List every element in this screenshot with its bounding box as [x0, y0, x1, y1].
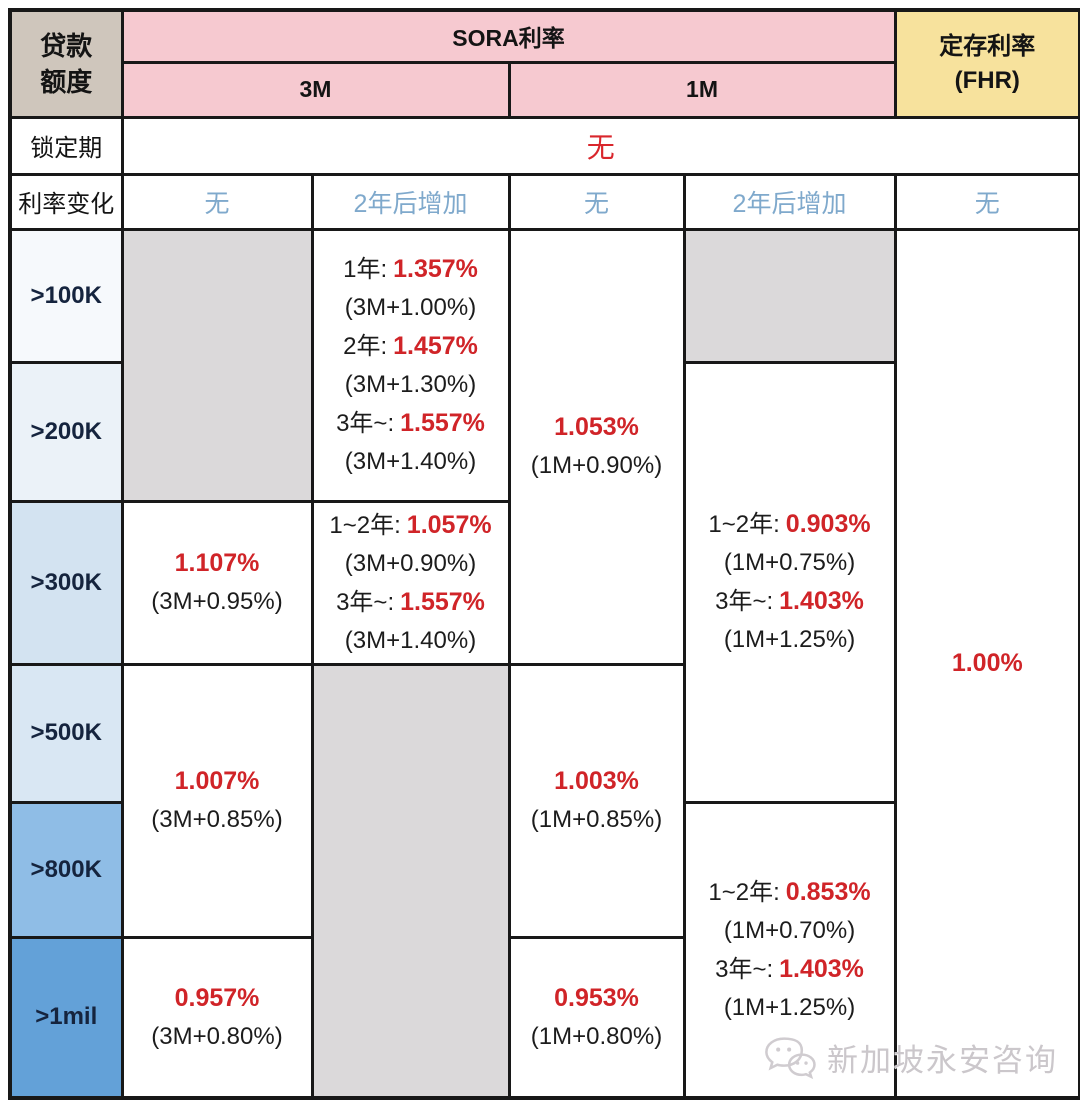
- cell-3m-fixed-300k: 1.107% (3M+0.95%): [120, 499, 314, 666]
- sora-3m-header: 3M: [120, 60, 511, 119]
- cell-1m-fixed-1mil: 0.953% (1M+0.80%): [507, 935, 686, 1100]
- loan-amount-line1: 贷款: [40, 30, 93, 61]
- loan-amount-header: 贷款 额度: [8, 8, 124, 119]
- fhr-header-line2: (FHR): [954, 66, 1020, 94]
- wechat-icon: [765, 1036, 816, 1079]
- sora-1m-header: 1M: [507, 60, 897, 119]
- lock-period-value: 无: [120, 115, 1080, 176]
- cell-3m-stepup-300k: 1~2年: 1.057% (3M+0.90%) 3年~: 1.557% (3M+1.…: [310, 499, 511, 666]
- cell-fhr-all-rows: 1.00%: [893, 227, 1080, 1100]
- cell-3m-fixed-500k-800k: 1.007% (3M+0.85%): [120, 662, 314, 939]
- watermark: 新加坡永安咨询: [763, 1035, 1058, 1080]
- rate-change-fhr-none: 无: [893, 172, 1080, 231]
- rate-change-1m-step-up: 2年后增加: [682, 172, 897, 231]
- row-label-800k: >800K: [8, 800, 124, 939]
- row-label-200k: >200K: [8, 360, 124, 503]
- sora-rate-header: SORA利率: [120, 8, 897, 64]
- row-label-100k: >100K: [8, 227, 124, 364]
- loan-amount-line2: 额度: [40, 66, 93, 97]
- cell-3m-stepup-100k-200k: 1年: 1.357% (3M+1.00%) 2年: 1.457% (3M+1.30%…: [310, 227, 511, 503]
- fhr-header-line1: 定存利率: [939, 32, 1036, 60]
- rate-change-3m-step-up: 2年后增加: [310, 172, 511, 231]
- fhr-header: 定存利率 (FHR): [893, 8, 1080, 119]
- row-label-300k: >300K: [8, 499, 124, 666]
- row-label-500k: >500K: [8, 662, 124, 804]
- lock-period-label: 锁定期: [8, 115, 124, 176]
- lock-period-none: 无: [586, 131, 615, 163]
- cell-3m-fixed-100k-200k-empty: [120, 227, 314, 503]
- row-label-1mil: >1mil: [8, 935, 124, 1100]
- cell-1m-stepup-100k-empty: [682, 227, 897, 364]
- rate-table: 贷款 额度 SORA利率 定存利率 (FHR) 3M 1M 锁定期 无 利率变化…: [8, 8, 1080, 1100]
- cell-3m-stepup-500k-1mil-empty: [310, 662, 511, 1100]
- cell-1m-fixed-500k-800k: 1.003% (1M+0.85%): [507, 662, 686, 939]
- watermark-text: 新加坡永安咨询: [827, 1043, 1058, 1078]
- cell-1m-stepup-200k-500k: 1~2年: 0.903% (1M+0.75%) 3年~: 1.403% (1M+1.…: [682, 360, 897, 804]
- rate-change-3m-none: 无: [120, 172, 314, 231]
- cell-3m-fixed-1mil: 0.957% (3M+0.80%): [120, 935, 314, 1100]
- rate-change-label: 利率变化: [8, 172, 124, 231]
- rate-change-1m-none: 无: [507, 172, 686, 231]
- cell-1m-fixed-100k-300k: 1.053% (1M+0.90%): [507, 227, 686, 666]
